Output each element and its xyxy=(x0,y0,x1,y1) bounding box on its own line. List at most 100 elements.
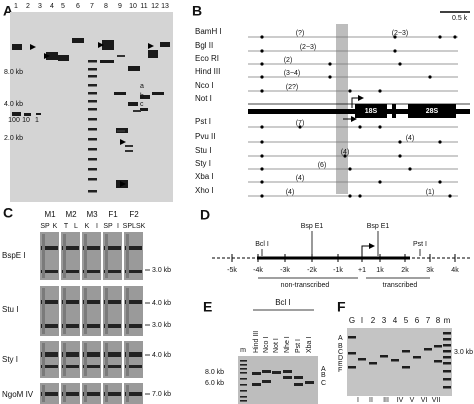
smear xyxy=(105,343,108,376)
tss-arrow xyxy=(361,245,372,256)
lane-number: 7 xyxy=(90,3,94,10)
enzyme-name: Pst I xyxy=(195,117,211,126)
lane-label: 8 xyxy=(436,316,441,325)
enzyme-name: Stu I xyxy=(195,146,211,155)
smear xyxy=(105,234,108,278)
lane-label: Nhe I xyxy=(284,336,291,353)
lane-number: 2 xyxy=(26,3,30,10)
band xyxy=(102,40,114,50)
lane-label: Pst I xyxy=(295,339,302,353)
band xyxy=(83,246,100,250)
enzyme-name: Hind III xyxy=(195,67,220,76)
fragment-note: (?) xyxy=(296,30,305,37)
site xyxy=(348,167,352,171)
group-label: VI xyxy=(421,397,428,404)
site xyxy=(260,167,264,171)
ladder-band xyxy=(88,75,97,78)
group-label: II xyxy=(369,397,373,404)
dilution: 100 xyxy=(8,117,20,124)
smear xyxy=(126,288,129,334)
axis-label: 3k xyxy=(426,267,434,274)
band xyxy=(58,55,69,61)
site xyxy=(328,62,332,66)
band xyxy=(12,112,21,116)
site xyxy=(378,125,382,129)
site xyxy=(260,154,264,158)
panel-label: E xyxy=(203,299,212,315)
smear xyxy=(42,385,45,402)
lane-number: 1 xyxy=(14,3,18,10)
lane-label: Nco I xyxy=(263,337,270,353)
band xyxy=(62,324,79,328)
fragment-note: (1) xyxy=(426,189,435,196)
lane-label: SP xyxy=(123,223,133,230)
axis-label: 2k xyxy=(401,267,409,274)
band xyxy=(125,145,133,147)
band xyxy=(283,370,292,373)
lane-number: 11 xyxy=(140,3,147,10)
lane-label: I xyxy=(361,316,363,325)
lane-label: 4 xyxy=(393,316,398,325)
band xyxy=(140,108,148,111)
band xyxy=(443,338,451,341)
ladder-band xyxy=(88,168,97,171)
smear xyxy=(105,288,108,334)
fragment-note: (4) xyxy=(296,175,305,182)
band xyxy=(125,150,133,152)
band xyxy=(348,336,356,339)
band xyxy=(46,52,58,60)
size-label: 3.0 kb xyxy=(152,267,171,274)
arrowhead xyxy=(120,181,126,187)
lane-number: 4 xyxy=(50,3,54,10)
fragment-note: (2?) xyxy=(286,84,298,91)
band-label: A xyxy=(321,366,326,373)
group-label: V xyxy=(410,397,415,404)
fragment-note: (2) xyxy=(284,57,293,64)
smear xyxy=(126,234,129,278)
band xyxy=(262,370,271,373)
band xyxy=(104,324,121,328)
lane-label: K xyxy=(53,223,58,230)
group-name: M1 xyxy=(44,210,56,219)
enzyme-name: BspE I xyxy=(2,251,26,260)
enzyme-name: Pvu II xyxy=(195,132,215,141)
group-label: III xyxy=(383,397,389,404)
ladder-band xyxy=(240,368,247,370)
gene-box xyxy=(408,104,456,118)
lane-label: Xba I xyxy=(306,337,313,353)
site xyxy=(438,35,442,39)
arrowhead xyxy=(98,42,104,48)
axis-label: -1k xyxy=(333,267,343,274)
band-label: B xyxy=(338,343,343,350)
ladder-band xyxy=(240,360,247,362)
ladder-band xyxy=(88,148,97,151)
band xyxy=(104,392,121,396)
site xyxy=(343,154,347,158)
band xyxy=(283,376,292,379)
ladder-band xyxy=(88,138,97,141)
band xyxy=(443,356,451,359)
smear xyxy=(63,234,66,278)
band xyxy=(443,350,451,353)
enzyme-name: Not I xyxy=(195,94,212,103)
lane-number: 6 xyxy=(76,3,80,10)
site xyxy=(393,35,397,39)
enzyme-name: Sty I xyxy=(2,355,18,364)
site xyxy=(398,62,402,66)
lane-label: 2 xyxy=(371,316,376,325)
fragment-note: (2~3) xyxy=(300,44,317,51)
band xyxy=(125,270,142,273)
axis-label: 1k xyxy=(376,267,384,274)
band xyxy=(380,355,388,358)
size-label: 6.0 kb xyxy=(205,380,224,387)
ladder-band xyxy=(88,118,97,121)
group-name: F1 xyxy=(108,210,118,219)
panel-label: F xyxy=(337,299,346,315)
group-name: M2 xyxy=(65,210,77,219)
band xyxy=(443,370,451,373)
smear xyxy=(126,343,129,376)
arrowhead xyxy=(148,43,154,49)
band xyxy=(62,300,79,304)
lane-label: SP xyxy=(40,223,50,230)
